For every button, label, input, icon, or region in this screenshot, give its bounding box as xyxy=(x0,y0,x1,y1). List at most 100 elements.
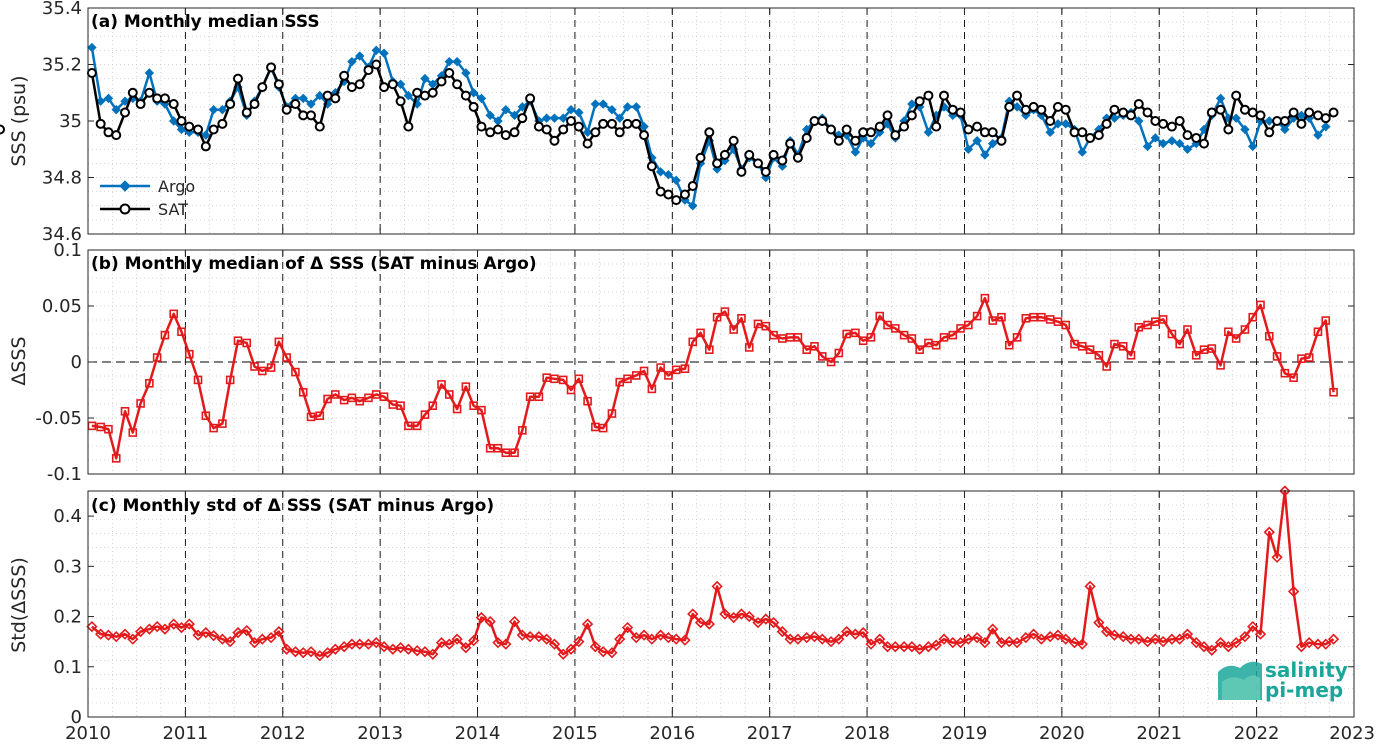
data-point xyxy=(501,104,511,115)
data-point xyxy=(135,99,146,110)
y-tick-label: 35.4 xyxy=(42,0,82,19)
data-point xyxy=(145,378,154,388)
data-point xyxy=(314,121,325,132)
data-point xyxy=(735,608,748,620)
data-point xyxy=(622,102,633,112)
data-point xyxy=(183,618,195,630)
data-point xyxy=(955,107,966,118)
data-point xyxy=(769,330,778,340)
data-point xyxy=(1240,325,1250,334)
data-point xyxy=(281,643,293,655)
y-tick-label: 34.6 xyxy=(42,224,82,245)
data-point xyxy=(1166,633,1178,645)
data-point xyxy=(86,620,98,633)
data-point xyxy=(1207,344,1217,353)
data-point xyxy=(841,124,852,135)
data-point xyxy=(217,118,228,129)
data-point xyxy=(923,127,934,138)
x-tick-label: 2015 xyxy=(552,723,598,744)
data-point xyxy=(607,104,617,115)
data-point xyxy=(248,637,261,649)
data-point xyxy=(963,144,974,154)
data-point xyxy=(680,364,690,374)
data-point xyxy=(419,646,431,658)
data-point xyxy=(224,636,236,648)
data-point xyxy=(931,340,941,350)
data-point xyxy=(607,409,617,418)
data-point xyxy=(573,121,584,132)
data-point xyxy=(500,638,512,650)
data-point xyxy=(485,110,495,121)
data-point xyxy=(484,615,496,628)
x-tick-label: 2017 xyxy=(747,723,793,744)
data-point xyxy=(793,333,803,342)
data-point xyxy=(1215,93,1226,104)
data-point xyxy=(834,348,844,358)
data-point xyxy=(720,307,730,316)
data-point xyxy=(461,382,471,391)
data-point xyxy=(972,136,982,146)
data-point xyxy=(461,68,471,78)
data-point xyxy=(808,631,821,643)
data-point xyxy=(257,82,268,93)
data-point xyxy=(1295,641,1308,653)
data-point xyxy=(371,45,381,56)
data-point xyxy=(396,401,405,410)
axes-box xyxy=(87,249,1355,475)
data-point xyxy=(104,424,113,434)
data-point xyxy=(688,201,698,211)
data-point xyxy=(266,363,276,372)
data-point xyxy=(1321,121,1331,132)
data-point xyxy=(1223,124,1234,135)
data-point xyxy=(875,311,885,321)
data-point xyxy=(972,121,983,132)
data-point xyxy=(1166,121,1177,132)
data-point xyxy=(370,637,382,649)
data-point xyxy=(159,93,170,104)
data-point xyxy=(816,633,828,645)
data-point xyxy=(712,158,723,169)
data-point xyxy=(1134,322,1144,332)
data-point xyxy=(1264,127,1275,138)
data-point xyxy=(889,641,901,653)
data-point xyxy=(565,643,577,655)
data-point xyxy=(403,121,414,132)
y-tick-label: 34.8 xyxy=(42,168,82,189)
data-point xyxy=(159,623,171,635)
data-point xyxy=(136,399,145,408)
data-point xyxy=(508,615,521,628)
data-point xyxy=(1125,633,1137,645)
data-point xyxy=(801,132,812,143)
data-point xyxy=(403,90,414,101)
data-point xyxy=(468,635,480,647)
y-tick-label: -0.1 xyxy=(47,464,82,485)
data-point xyxy=(833,633,845,645)
data-point xyxy=(95,96,106,106)
data-point xyxy=(1239,631,1251,643)
data-point xyxy=(671,175,681,186)
data-point xyxy=(1198,641,1210,653)
data-point xyxy=(752,616,764,629)
data-point xyxy=(1012,333,1022,342)
data-point xyxy=(120,406,130,416)
data-point xyxy=(590,127,601,138)
y-tick-label: 35.2 xyxy=(42,55,82,76)
data-point xyxy=(468,88,479,98)
data-point xyxy=(1304,107,1315,118)
data-point xyxy=(1125,110,1136,121)
data-point xyxy=(184,121,195,132)
data-point xyxy=(120,107,131,118)
data-point xyxy=(339,70,350,81)
data-point xyxy=(1289,373,1298,382)
data-point xyxy=(987,623,999,635)
data-point xyxy=(200,141,211,152)
data-point xyxy=(1272,352,1282,361)
data-point xyxy=(549,135,560,146)
data-point xyxy=(558,113,568,123)
data-point xyxy=(1101,118,1112,129)
data-point xyxy=(1142,107,1153,118)
data-point xyxy=(1027,628,1040,640)
data-point xyxy=(216,633,229,645)
data-point xyxy=(524,631,536,643)
